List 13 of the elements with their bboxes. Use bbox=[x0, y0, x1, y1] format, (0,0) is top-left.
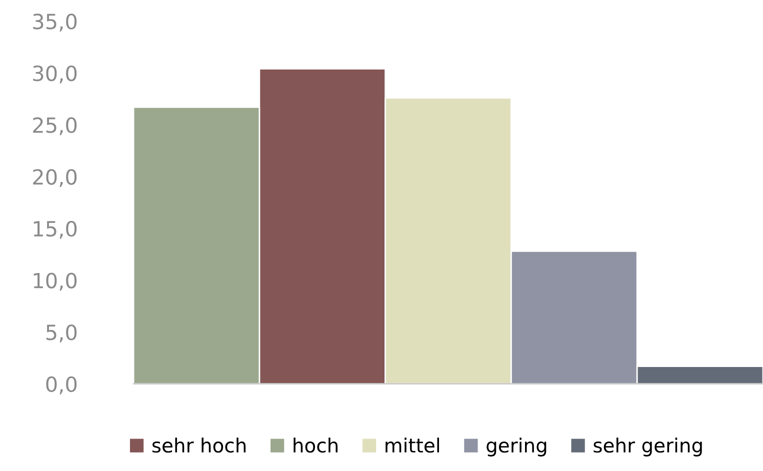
y-tick-label: 0,0 bbox=[46, 376, 77, 394]
legend-label: sehr hoch bbox=[152, 438, 246, 453]
legend-label: mittel bbox=[386, 438, 440, 453]
legend-label: hoch bbox=[294, 438, 338, 453]
y-tick-label: 20,0 bbox=[33, 169, 77, 187]
legend-label: gering bbox=[486, 438, 546, 456]
y-tick-label: 30,0 bbox=[33, 65, 77, 84]
legend-label: sehr gering bbox=[594, 438, 702, 456]
y-tick-label: 10,0 bbox=[34, 272, 77, 291]
y-tick-label: 35,0 bbox=[33, 14, 77, 32]
y-tick-label: 15,0 bbox=[34, 220, 77, 239]
y-tick-label: 5,0 bbox=[46, 324, 77, 342]
y-tick-label: 25,0 bbox=[33, 117, 77, 136]
